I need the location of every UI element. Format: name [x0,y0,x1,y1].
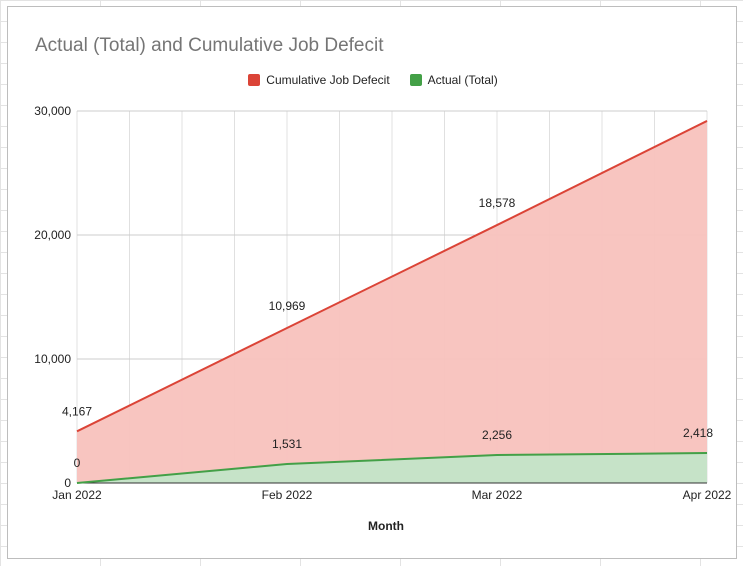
y-tick-label: 10,000 [34,352,71,366]
data-label-series-1: 2,418 [683,426,713,440]
legend-label-actual: Actual (Total) [427,73,498,87]
x-axis-title: Month [368,519,404,533]
legend-item-cumulative[interactable]: Cumulative Job Defecit [248,73,390,87]
legend-label-cumulative: Cumulative Job Defecit [266,73,390,87]
y-tick-label: 30,000 [34,104,71,118]
x-tick-label: Feb 2022 [262,488,313,502]
legend-item-actual[interactable]: Actual (Total) [409,73,498,87]
legend-swatch-cumulative [248,74,261,86]
area-fill-series-1 [77,453,707,483]
data-label-series-1: 0 [74,456,81,470]
chart-title: Actual (Total) and Cumulative Job Defeci… [35,35,384,56]
data-label-series-0: 18,578 [479,196,516,210]
data-label-series-1: 1,531 [272,437,302,451]
chart-legend: Cumulative Job Defecit Actual (Total) [8,73,738,87]
y-tick-label: 0 [64,476,71,490]
x-tick-label: Mar 2022 [472,488,523,502]
x-tick-label: Apr 2022 [683,488,732,502]
data-label-series-0: 10,969 [269,299,306,313]
y-tick-label: 20,000 [34,228,71,242]
series-line-1 [76,452,708,484]
area-fill-series-0 [77,120,707,484]
x-tick-label: Jan 2022 [52,488,102,502]
series-line-0 [76,120,708,433]
data-label-series-0: 4,167 [62,404,92,418]
legend-swatch-actual [409,74,422,86]
data-label-series-1: 2,256 [482,428,512,442]
